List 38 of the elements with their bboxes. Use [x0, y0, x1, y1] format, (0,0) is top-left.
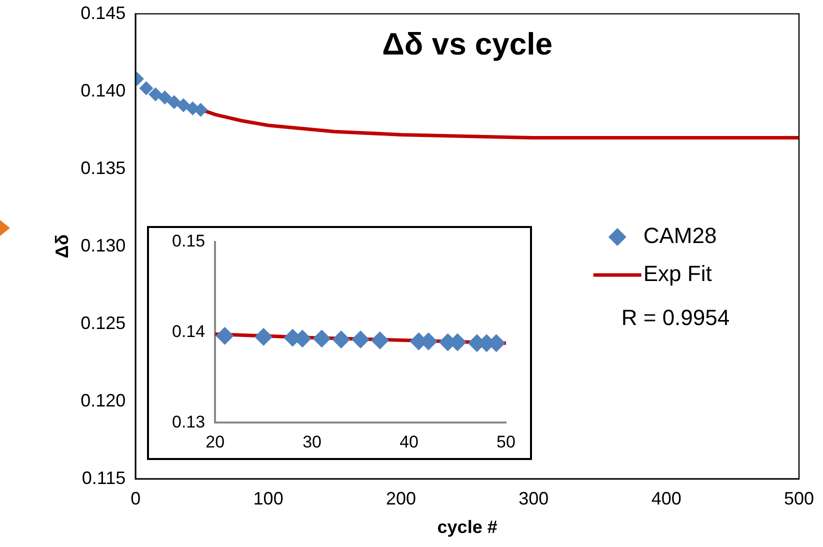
y-tick-label: 0.115: [82, 468, 126, 488]
x-tick-label: 20: [206, 432, 225, 452]
x-tick-label: 0: [130, 488, 141, 509]
legend-label: CAM28: [643, 223, 717, 248]
y-tick-label: 0.14: [172, 322, 206, 341]
y-tick-label: 0.13: [172, 412, 206, 432]
point: [176, 98, 190, 112]
point: [370, 331, 389, 350]
point: [312, 330, 331, 348]
y-axis-title: Δδ: [52, 234, 72, 258]
x-tick-label: 500: [784, 488, 814, 509]
x-tick-label: 40: [400, 432, 418, 452]
point: [148, 87, 163, 102]
chart-title: Δδ vs cycle: [382, 26, 553, 62]
point: [194, 102, 208, 117]
x-tick-label: 100: [253, 488, 284, 509]
point: [167, 95, 182, 110]
legend-label: Exp Fit: [643, 261, 712, 286]
point: [332, 330, 350, 349]
y-tick-label: 0.125: [80, 312, 126, 333]
point: [254, 328, 273, 346]
x-axis-title: cycle #: [437, 517, 498, 538]
y-tick-label: 0.145: [80, 2, 126, 23]
y-tick-label: 0.140: [80, 80, 126, 100]
x-tick-label: 30: [302, 432, 322, 452]
point: [352, 330, 370, 349]
point: [139, 81, 154, 96]
x-tick-label: 300: [518, 488, 549, 509]
x-tick-label: 400: [651, 488, 682, 509]
y-tick-label: 0.15: [172, 232, 206, 251]
y-tick-label: 0.130: [80, 235, 126, 256]
x-tick-label: 200: [386, 488, 416, 509]
point: [158, 90, 172, 104]
annotation: R = 0.9954: [621, 305, 730, 330]
x-tick-label: 50: [496, 432, 516, 452]
y-tick-label: 0.120: [80, 390, 126, 410]
point: [216, 326, 234, 345]
y-tick-label: 0.135: [80, 158, 126, 178]
